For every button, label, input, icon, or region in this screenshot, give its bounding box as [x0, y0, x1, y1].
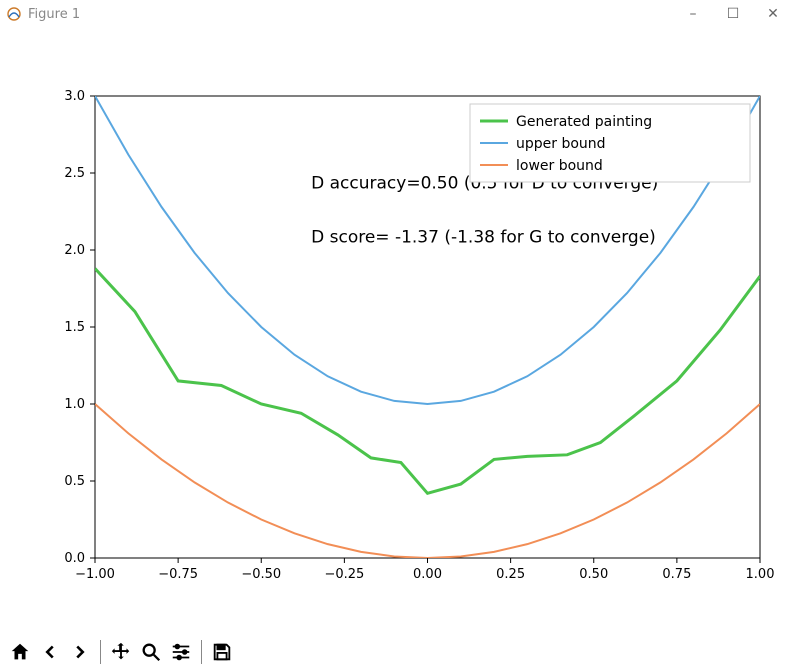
xtick-label: −0.25 — [324, 567, 364, 582]
xtick-label: −1.00 — [75, 567, 115, 582]
ytick-label: 0.0 — [64, 551, 85, 566]
ytick-label: 1.0 — [64, 397, 85, 412]
minimize-button[interactable]: – — [673, 2, 713, 26]
save-icon — [211, 641, 233, 663]
legend-label-0: Generated painting — [516, 114, 652, 130]
series-line-2 — [95, 404, 760, 558]
xtick-label: −0.75 — [158, 567, 198, 582]
xtick-label: 1.00 — [746, 567, 775, 582]
xtick-label: 0.75 — [662, 567, 691, 582]
xtick-label: 0.50 — [579, 567, 608, 582]
back-button[interactable] — [36, 638, 64, 666]
zoom-icon — [140, 641, 162, 663]
window-title: Figure 1 — [28, 7, 80, 22]
subplots-button[interactable] — [167, 638, 195, 666]
sliders-icon — [170, 641, 192, 663]
close-button[interactable]: ✕ — [753, 2, 793, 26]
forward-button[interactable] — [66, 638, 94, 666]
ytick-label: 3.0 — [64, 89, 85, 104]
ytick-label: 2.5 — [64, 166, 85, 181]
home-button[interactable] — [6, 638, 34, 666]
arrow-left-icon — [39, 641, 61, 663]
toolbar-separator — [201, 640, 202, 664]
xtick-label: 0.00 — [413, 567, 442, 582]
move-icon — [110, 641, 132, 663]
window-titlebar: Figure 1 – ☐ ✕ — [0, 0, 799, 28]
save-button[interactable] — [208, 638, 236, 666]
xtick-label: −0.50 — [241, 567, 281, 582]
series-line-0 — [95, 268, 760, 493]
maximize-button[interactable]: ☐ — [713, 2, 753, 26]
pan-button[interactable] — [107, 638, 135, 666]
ytick-label: 2.0 — [64, 243, 85, 258]
arrow-right-icon — [69, 641, 91, 663]
matplotlib-toolbar — [0, 632, 799, 672]
legend-label-2: lower bound — [516, 158, 603, 174]
ytick-label: 0.5 — [64, 474, 85, 489]
plot-canvas[interactable]: −1.00−0.75−0.50−0.250.000.250.500.751.00… — [0, 28, 799, 632]
app-icon — [6, 6, 22, 22]
legend-label-1: upper bound — [516, 136, 606, 152]
home-icon — [9, 641, 31, 663]
chart-svg: −1.00−0.75−0.50−0.250.000.250.500.751.00… — [0, 28, 799, 632]
annotation-1: D score= -1.37 (-1.38 for G to converge) — [311, 227, 656, 247]
xtick-label: 0.25 — [496, 567, 525, 582]
toolbar-separator — [100, 640, 101, 664]
ytick-label: 1.5 — [64, 320, 85, 335]
zoom-button[interactable] — [137, 638, 165, 666]
